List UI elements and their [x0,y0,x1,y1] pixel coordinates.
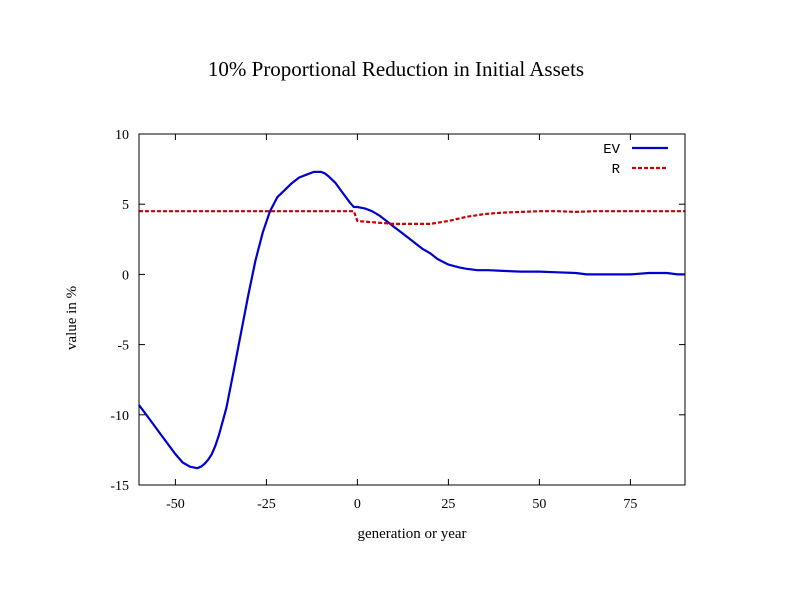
legend-label-ev: EV [603,142,620,158]
plot-frame [138,133,686,486]
y-tick-label: -5 [117,339,129,354]
y-tick-label: 10 [115,128,129,143]
y-axis-label: value in % [64,286,80,350]
series-line-r [139,210,685,225]
series-layer [138,170,685,470]
x-tick-label: 75 [623,497,637,512]
legend-label-r: R [612,162,621,178]
x-tick-label: -50 [166,497,185,512]
x-tick-label: 0 [354,497,361,512]
y-tick-label: 0 [122,268,129,283]
x-tick-label: -25 [257,497,276,512]
x-tick-label: 25 [441,497,455,512]
x-tick-label: 50 [532,497,546,512]
x-axis-label: generation or year [357,526,466,542]
y-tick-label: 5 [122,198,129,213]
chart-title: 10% Proportional Reduction in Initial As… [208,57,584,81]
y-tick-label: -15 [110,479,129,494]
y-tick-label: -10 [110,409,129,424]
series-line-ev [138,170,685,470]
legend: EV R [603,142,668,178]
